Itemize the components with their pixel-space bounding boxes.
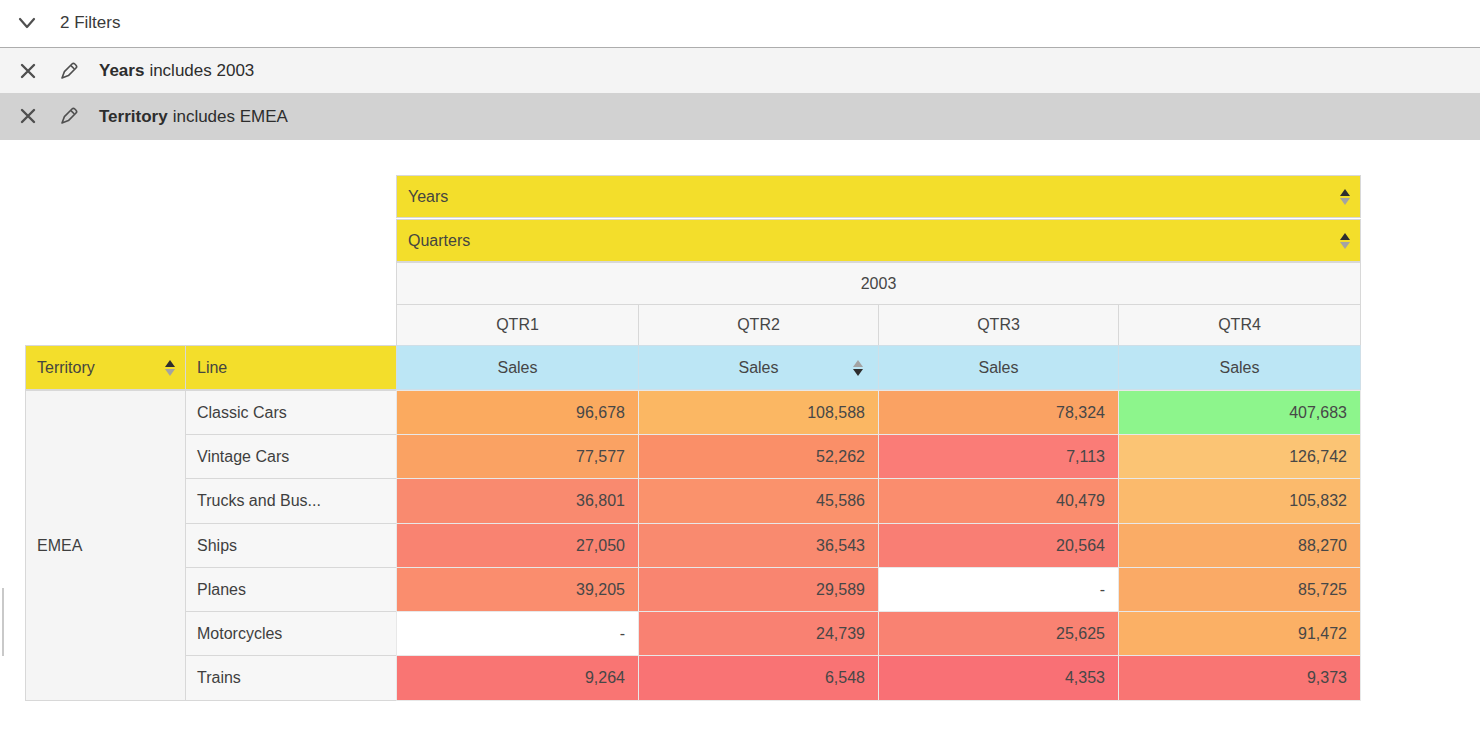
value-cell[interactable]: 39,205 — [396, 567, 639, 612]
edit-filter-icon[interactable] — [59, 61, 79, 81]
column-field-years[interactable]: Years — [396, 175, 1361, 218]
row-member-line[interactable]: Vintage Cars — [185, 434, 397, 479]
row-member-line[interactable]: Trucks and Bus... — [185, 478, 397, 524]
column-header-qtr1[interactable]: QTR1 — [396, 304, 639, 346]
column-header-qtr2[interactable]: QTR2 — [638, 304, 879, 346]
value-cell[interactable]: 9,373 — [1118, 655, 1361, 701]
remove-filter-icon[interactable] — [19, 62, 37, 80]
field-label: Territory — [37, 359, 95, 377]
value-cell[interactable]: - — [878, 567, 1119, 612]
pivot-table: Years Quarters 2003 QTR1 QTR2 QTR3 QTR4 … — [25, 175, 1361, 702]
row-field-territory[interactable]: Territory — [25, 345, 186, 390]
value-cell[interactable]: 105,832 — [1118, 478, 1361, 524]
filters-header: 2 Filters — [0, 0, 1480, 46]
value-cell[interactable]: 108,588 — [638, 390, 879, 435]
measure-header-sales-qtr4[interactable]: Sales — [1118, 345, 1361, 390]
value-cell[interactable]: 78,324 — [878, 390, 1119, 435]
measure-label: Sales — [978, 359, 1018, 377]
value-cell[interactable]: 77,577 — [396, 434, 639, 479]
column-header-qtr4[interactable]: QTR4 — [1118, 304, 1361, 346]
row-member-line[interactable]: Motorcycles — [185, 611, 397, 656]
filter-row-years[interactable]: Yearsincludes 2003 — [0, 47, 1480, 94]
scrollbar-fragment — [2, 588, 4, 656]
row-member-line[interactable]: Planes — [185, 567, 397, 612]
value-cell[interactable]: 20,564 — [878, 523, 1119, 568]
measure-label: Sales — [738, 359, 778, 377]
value-cell[interactable]: - — [396, 611, 639, 656]
value-cell[interactable]: 407,683 — [1118, 390, 1361, 435]
row-member-line[interactable]: Trains — [185, 655, 397, 701]
value-cell[interactable]: 25,625 — [878, 611, 1119, 656]
value-cell[interactable]: 91,472 — [1118, 611, 1361, 656]
column-header-2003[interactable]: 2003 — [396, 262, 1361, 305]
value-cell[interactable]: 29,589 — [638, 567, 879, 612]
value-cell[interactable]: 4,353 — [878, 655, 1119, 701]
measure-label: Sales — [1219, 359, 1259, 377]
column-field-quarters[interactable]: Quarters — [396, 219, 1361, 262]
measure-header-sales-qtr1[interactable]: Sales — [396, 345, 639, 390]
value-cell[interactable]: 126,742 — [1118, 434, 1361, 479]
edit-filter-icon[interactable] — [59, 106, 79, 126]
value-cell[interactable]: 88,270 — [1118, 523, 1361, 568]
measure-header-sales-qtr3[interactable]: Sales — [878, 345, 1119, 390]
field-label: Line — [197, 359, 227, 377]
row-member-line[interactable]: Ships — [185, 523, 397, 568]
value-cell[interactable]: 45,586 — [638, 478, 879, 524]
column-header-qtr3[interactable]: QTR3 — [878, 304, 1119, 346]
value-cell[interactable]: 27,050 — [396, 523, 639, 568]
measure-header-sales-qtr2[interactable]: Sales — [638, 345, 879, 390]
value-cell[interactable]: 7,113 — [878, 434, 1119, 479]
row-member-line[interactable]: Classic Cars — [185, 390, 397, 435]
chevron-down-icon[interactable] — [17, 15, 37, 31]
row-field-line[interactable]: Line — [185, 345, 397, 390]
value-cell[interactable]: 9,264 — [396, 655, 639, 701]
value-cell[interactable]: 52,262 — [638, 434, 879, 479]
remove-filter-icon[interactable] — [19, 107, 37, 125]
value-cell[interactable]: 36,801 — [396, 478, 639, 524]
field-label: Quarters — [408, 232, 470, 250]
value-cell[interactable]: 85,725 — [1118, 567, 1361, 612]
field-label: Years — [408, 188, 448, 206]
value-cell[interactable]: 36,543 — [638, 523, 879, 568]
sort-icon[interactable] — [1339, 189, 1351, 205]
sort-desc-icon[interactable] — [852, 360, 864, 376]
row-member-emea[interactable]: EMEA — [25, 390, 186, 701]
filter-description: Yearsincludes 2003 — [99, 48, 254, 94]
filter-description: Territoryincludes EMEA — [99, 93, 288, 140]
filter-condition: includes EMEA — [173, 107, 288, 127]
value-cell[interactable]: 24,739 — [638, 611, 879, 656]
sort-icon[interactable] — [1339, 233, 1351, 249]
value-cell[interactable]: 96,678 — [396, 390, 639, 435]
filter-row-territory[interactable]: Territoryincludes EMEA — [0, 93, 1480, 140]
filter-field-name: Territory — [99, 107, 168, 127]
filter-condition: includes 2003 — [149, 61, 254, 81]
value-cell[interactable]: 40,479 — [878, 478, 1119, 524]
filters-count-label: 2 Filters — [60, 13, 120, 33]
measure-label: Sales — [497, 359, 537, 377]
value-cell[interactable]: 6,548 — [638, 655, 879, 701]
filter-field-name: Years — [99, 61, 144, 81]
sort-icon[interactable] — [164, 360, 176, 376]
